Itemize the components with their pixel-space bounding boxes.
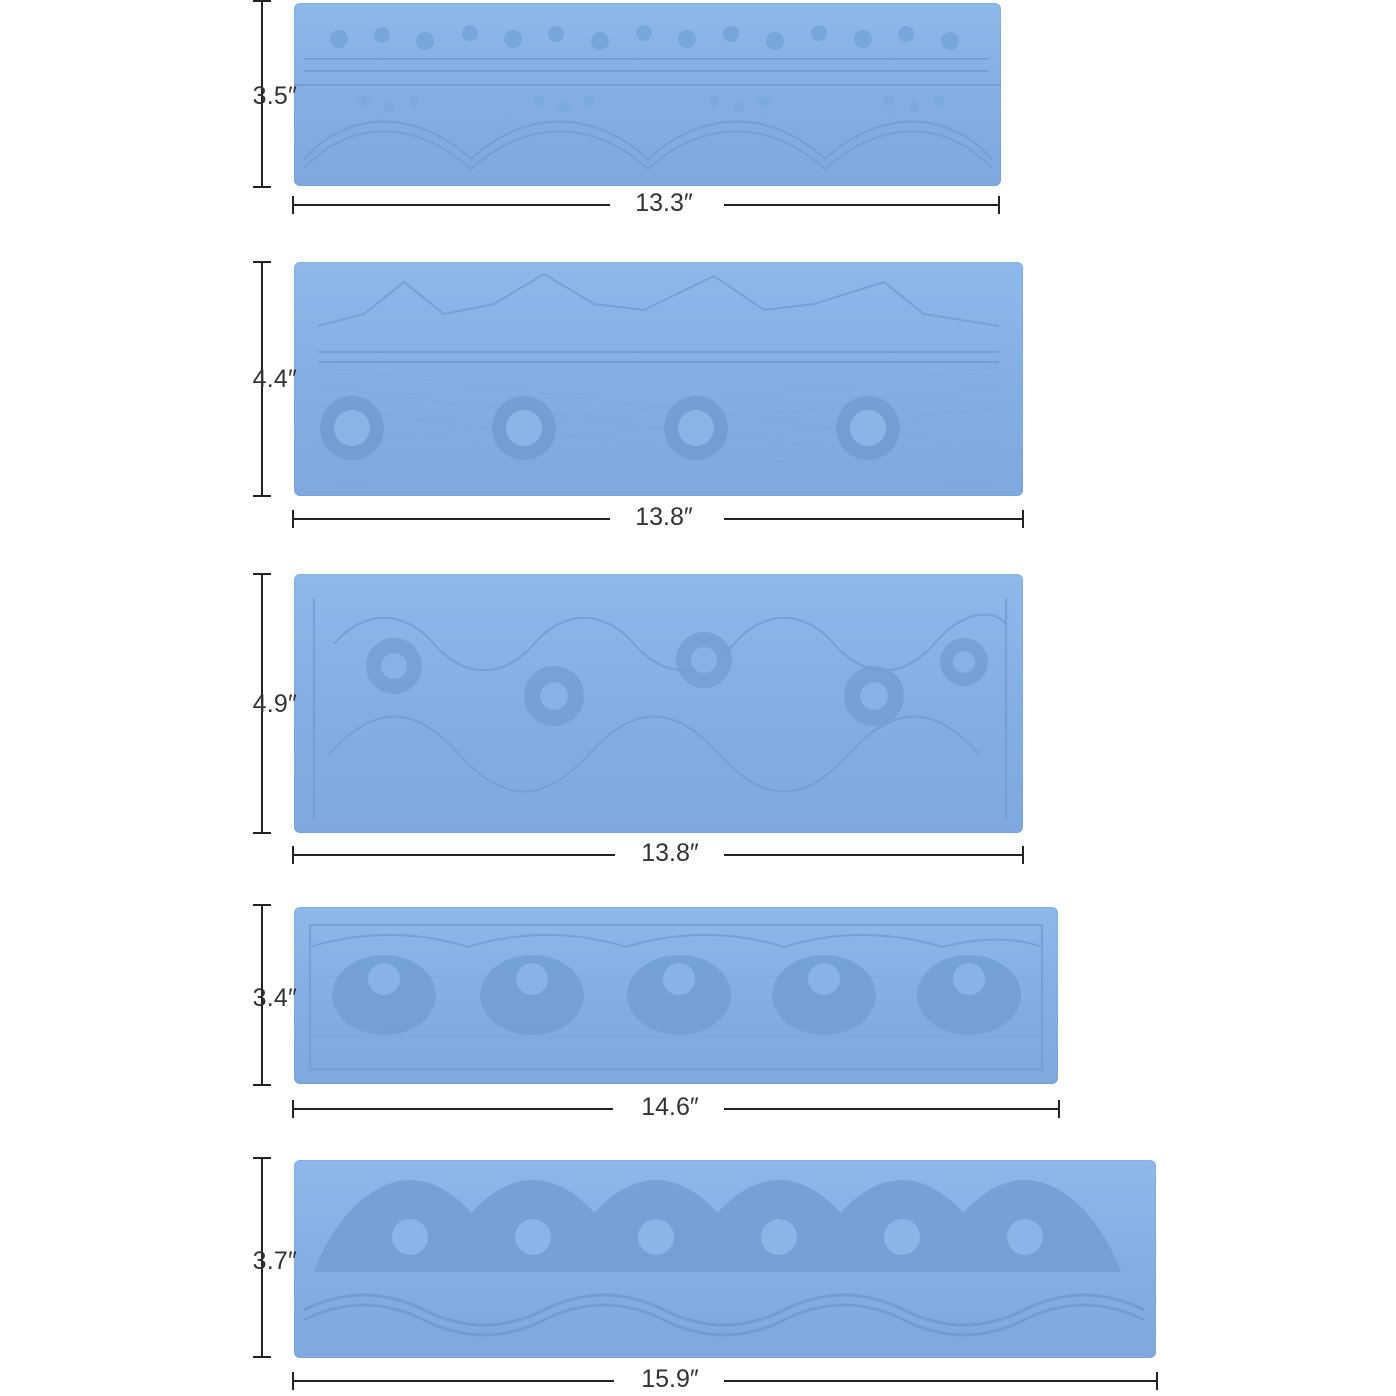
height-cap-bottom-3 (253, 832, 271, 834)
height-line-5 (261, 1158, 263, 1357)
width-line-right-2 (724, 518, 1022, 520)
height-cap-bottom-2 (253, 495, 271, 497)
height-measure-3: 4.9″ (243, 573, 297, 834)
width-cap-right-3 (1022, 846, 1024, 864)
lace-pattern-2 (317, 272, 1000, 488)
height-line-1 (261, 1, 263, 187)
width-measure-4: 14.6″ (292, 1093, 1060, 1122)
height-measure-4: 3.4″ (243, 904, 297, 1086)
width-line-right-1 (724, 204, 998, 206)
height-label-2: 4.4″ (252, 365, 297, 393)
height-measure-2: 4.4″ (243, 261, 297, 497)
width-line-left-1 (293, 204, 610, 206)
width-measure-5: 15.9″ (292, 1365, 1158, 1394)
lace-pattern-4 (309, 924, 1043, 1070)
lace-mat-3 (294, 574, 1023, 833)
width-line-right-3 (724, 854, 1022, 856)
height-label-5: 3.7″ (252, 1247, 297, 1275)
width-line-left-4 (293, 1108, 613, 1110)
width-measure-3: 13.8″ (292, 839, 1024, 868)
width-label-4: 14.6″ (641, 1093, 699, 1121)
height-measure-1: 3.5″ (243, 0, 297, 188)
width-line-left-3 (293, 854, 615, 856)
width-line-left-2 (293, 518, 610, 520)
lace-pattern-5 (303, 1180, 1145, 1337)
height-line-4 (261, 905, 263, 1085)
width-line-right-4 (724, 1108, 1058, 1110)
width-line-left-5 (293, 1380, 614, 1382)
height-cap-bottom-4 (253, 1084, 271, 1086)
height-line-2 (261, 262, 263, 496)
lace-mat-5 (294, 1160, 1156, 1358)
width-cap-right-5 (1156, 1372, 1158, 1390)
height-label-1: 3.5″ (252, 82, 297, 110)
height-line-3 (261, 574, 263, 833)
height-cap-bottom-1 (253, 186, 271, 188)
lace-mat-1 (294, 3, 1001, 186)
lace-mat-4 (294, 907, 1058, 1084)
height-label-4: 3.4″ (252, 984, 297, 1012)
lace-pattern-1 (294, 25, 1001, 171)
height-label-3: 4.9″ (252, 690, 297, 718)
width-measure-2: 13.8″ (292, 503, 1024, 532)
width-measure-1: 13.3″ (292, 189, 1000, 218)
width-cap-right-1 (998, 196, 1000, 214)
lace-mat-2 (294, 262, 1023, 496)
width-label-5: 15.9″ (641, 1365, 699, 1393)
lace-pattern-3 (313, 598, 1007, 819)
width-label-3: 13.8″ (641, 839, 699, 867)
width-cap-right-2 (1022, 510, 1024, 528)
width-line-right-5 (724, 1380, 1156, 1382)
width-cap-right-4 (1058, 1100, 1060, 1118)
height-measure-5: 3.7″ (243, 1157, 297, 1358)
width-label-1: 13.3″ (635, 189, 693, 217)
width-label-2: 13.8″ (635, 503, 693, 531)
height-cap-bottom-5 (253, 1356, 271, 1358)
